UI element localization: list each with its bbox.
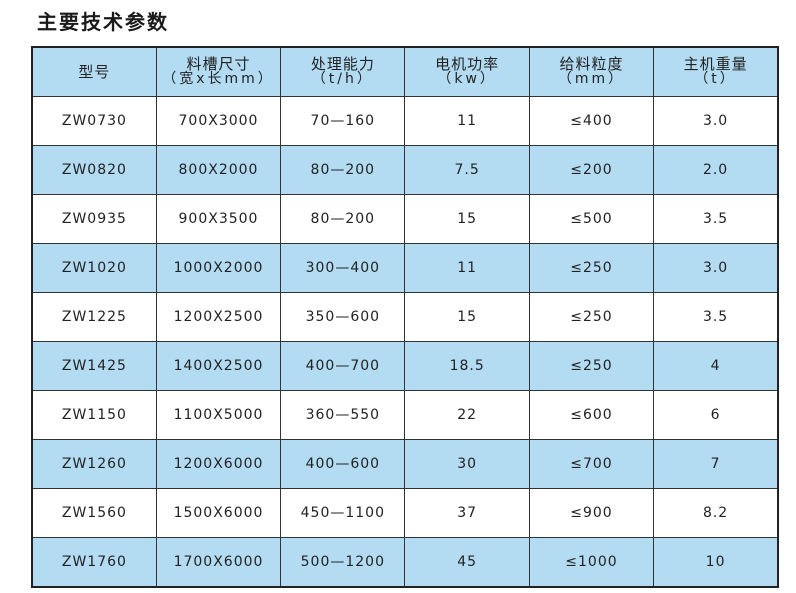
table-row: ZW1560 1500X6000 450—1100 37 ≤900 8.2 xyxy=(31,488,779,538)
column-header: 料槽尺寸 （宽x长mm） xyxy=(155,46,282,97)
table-cell: ZW0730 xyxy=(31,96,157,146)
table-cell: 500—1200 xyxy=(280,537,406,588)
table-cell: 7.5 xyxy=(404,145,530,195)
table-cell: ZW0820 xyxy=(31,145,157,195)
table-cell: 11 xyxy=(404,243,530,293)
column-header-unit: （kw） xyxy=(437,71,497,87)
table-cell: ≤250 xyxy=(528,243,655,293)
table-cell: ≤600 xyxy=(528,390,655,440)
page-title: 主要技术参数 xyxy=(37,10,169,34)
column-header-unit: （宽x长mm） xyxy=(162,71,275,87)
table-cell: 400—600 xyxy=(280,439,406,489)
table-cell: 350—600 xyxy=(280,292,406,342)
table-cell: 15 xyxy=(404,292,530,342)
table-row: ZW0820 800X2000 80—200 7.5 ≤200 2.0 xyxy=(31,145,779,195)
table-cell: ZW1260 xyxy=(31,439,157,489)
table-cell: 3.0 xyxy=(653,96,779,146)
column-header: 电机功率 （kw） xyxy=(404,46,530,97)
table-row: ZW1150 1100X5000 360—550 22 ≤600 6 xyxy=(31,390,779,440)
table-cell: 3.5 xyxy=(653,194,779,244)
column-header: 主机重量 （t） xyxy=(653,46,779,97)
spec-table: 型号 料槽尺寸 （宽x长mm） 处理能力 （t/h） 电机功率 （kw） 给料粒度 （mm） 主机… xyxy=(31,46,779,588)
column-header-label: 料槽尺寸 xyxy=(186,55,251,73)
table-row: ZW0730 700X3000 70—160 11 ≤400 3.0 xyxy=(31,96,779,146)
column-header-unit: （t） xyxy=(694,71,737,87)
column-header-unit: （mm） xyxy=(557,71,626,87)
table-cell: 1700X6000 xyxy=(155,537,282,588)
table-row: ZW1425 1400X2500 400—700 18.5 ≤250 4 xyxy=(31,341,779,391)
table-cell: 7 xyxy=(653,439,779,489)
table-cell: ≤400 xyxy=(528,96,655,146)
table-cell: 3.5 xyxy=(653,292,779,342)
table-cell: 1000X2000 xyxy=(155,243,282,293)
table-row: ZW1260 1200X6000 400—600 30 ≤700 7 xyxy=(31,439,779,489)
table-cell: 1500X6000 xyxy=(155,488,282,538)
column-header-label: 主机重量 xyxy=(683,55,748,73)
table-row: ZW1760 1700X6000 500—1200 45 ≤1000 10 xyxy=(31,537,779,588)
table-cell: ≤250 xyxy=(528,341,655,391)
column-header-label: 给料粒度 xyxy=(559,55,624,73)
table-cell: 37 xyxy=(404,488,530,538)
column-header-label: 型号 xyxy=(78,62,111,81)
table-cell: 15 xyxy=(404,194,530,244)
table-cell: 22 xyxy=(404,390,530,440)
column-header: 给料粒度 （mm） xyxy=(528,46,655,97)
table-cell: 8.2 xyxy=(653,488,779,538)
table-cell: ZW1150 xyxy=(31,390,157,440)
table-cell: 1200X6000 xyxy=(155,439,282,489)
table-header-row: 型号 料槽尺寸 （宽x长mm） 处理能力 （t/h） 电机功率 （kw） 给料粒度 （mm） 主机… xyxy=(31,46,779,97)
table-cell: 4 xyxy=(653,341,779,391)
table-cell: 11 xyxy=(404,96,530,146)
table-cell: ZW0935 xyxy=(31,194,157,244)
table-cell: 800X2000 xyxy=(155,145,282,195)
table-cell: 700X3000 xyxy=(155,96,282,146)
table-row: ZW1225 1200X2500 350—600 15 ≤250 3.5 xyxy=(31,292,779,342)
table-cell: ≤250 xyxy=(528,292,655,342)
table-cell: 18.5 xyxy=(404,341,530,391)
table-cell: 450—1100 xyxy=(280,488,406,538)
table-cell: ZW1425 xyxy=(31,341,157,391)
column-header: 处理能力 （t/h） xyxy=(280,46,406,97)
table-cell: ≤200 xyxy=(528,145,655,195)
column-header: 型号 xyxy=(31,46,157,97)
table-cell: 2.0 xyxy=(653,145,779,195)
table-cell: 70—160 xyxy=(280,96,406,146)
table-cell: 45 xyxy=(404,537,530,588)
table-cell: ZW1225 xyxy=(31,292,157,342)
table-cell: 30 xyxy=(404,439,530,489)
table-cell: ≤1000 xyxy=(528,537,655,588)
table-cell: 300—400 xyxy=(280,243,406,293)
table-cell: 400—700 xyxy=(280,341,406,391)
table-cell: 360—550 xyxy=(280,390,406,440)
table-cell: ZW1560 xyxy=(31,488,157,538)
table-row: ZW1020 1000X2000 300—400 11 ≤250 3.0 xyxy=(31,243,779,293)
column-header-label: 电机功率 xyxy=(435,55,500,73)
table-cell: 1200X2500 xyxy=(155,292,282,342)
column-header-unit: （t/h） xyxy=(311,71,374,87)
table-row: ZW0935 900X3500 80—200 15 ≤500 3.5 xyxy=(31,194,779,244)
column-header-label: 处理能力 xyxy=(310,55,375,73)
table-cell: 3.0 xyxy=(653,243,779,293)
table-cell: ZW1760 xyxy=(31,537,157,588)
table-cell: ≤500 xyxy=(528,194,655,244)
table-cell: 6 xyxy=(653,390,779,440)
table-cell: 1100X5000 xyxy=(155,390,282,440)
table-cell: 80—200 xyxy=(280,194,406,244)
table-cell: 10 xyxy=(653,537,779,588)
table-cell: ZW1020 xyxy=(31,243,157,293)
table-cell: 80—200 xyxy=(280,145,406,195)
table-cell: 1400X2500 xyxy=(155,341,282,391)
table-cell: ≤900 xyxy=(528,488,655,538)
table-cell: 900X3500 xyxy=(155,194,282,244)
table-cell: ≤700 xyxy=(528,439,655,489)
